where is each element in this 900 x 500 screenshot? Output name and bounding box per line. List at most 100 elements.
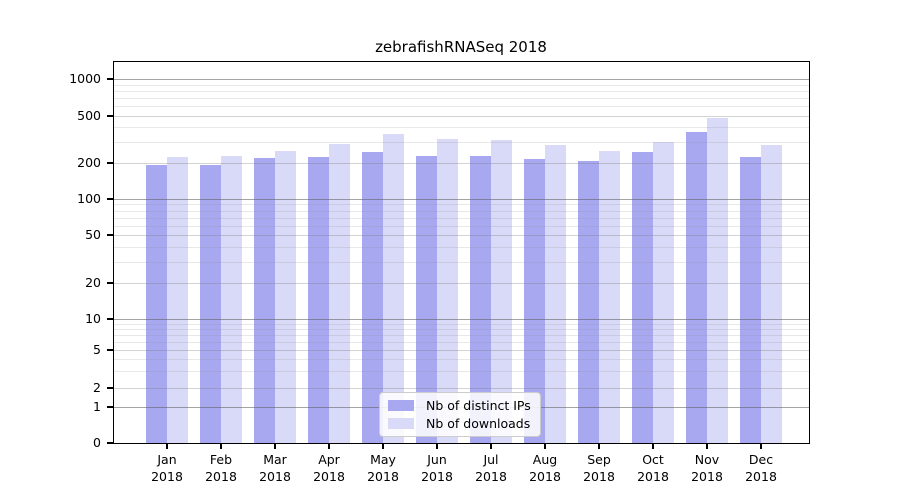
x-tick-label-jan: Jan 2018 (139, 451, 195, 485)
x-tick-mark-jul (490, 444, 492, 449)
x-tick-label-apr: Apr 2018 (301, 451, 357, 485)
bar-ips-aug (524, 159, 545, 444)
x-tick-mark-nov (706, 444, 708, 449)
minor-gridline-9 (113, 323, 810, 325)
y-tick-mark-1000 (107, 78, 113, 80)
bar-downloads-jul (491, 139, 512, 444)
x-tick-mark-may (382, 444, 384, 449)
y-tick-label-20: 20 (85, 275, 101, 290)
x-tick-mark-feb (220, 444, 222, 449)
y-tick-label-10: 10 (85, 311, 101, 326)
x-tick-mark-aug (544, 444, 546, 449)
y-tick-mark-1 (107, 406, 113, 408)
legend: Nb of distinct IPs Nb of downloads (379, 392, 541, 437)
x-tick-label-jul: Jul 2018 (463, 451, 519, 485)
gridline-2 (113, 388, 810, 389)
y-tick-label-5: 5 (93, 342, 101, 357)
x-tick-label-oct: Oct 2018 (625, 451, 681, 485)
bar-ips-mar (254, 157, 275, 444)
x-tick-mark-dec (760, 444, 762, 449)
minor-gridline-8 (113, 328, 810, 330)
bar-downloads-apr (329, 143, 350, 444)
minor-gridline-70 (113, 217, 810, 219)
x-tick-mark-apr (328, 444, 330, 449)
y-tick-mark-0 (107, 442, 113, 444)
year-text: 2018 (313, 469, 345, 484)
bar-downloads-dec (761, 145, 782, 444)
bar-downloads-sep (599, 150, 620, 444)
chart-title: zebrafishRNASeq 2018 (375, 38, 547, 56)
bar-downloads-feb (221, 155, 242, 444)
y-tick-mark-20 (107, 282, 113, 284)
month-text: Apr (318, 452, 340, 467)
minor-gridline-30 (113, 261, 810, 263)
bar-ips-jul (470, 156, 491, 444)
month-text: Oct (642, 452, 664, 467)
gridline-500 (113, 116, 810, 117)
year-text: 2018 (259, 469, 291, 484)
gridline-200 (113, 163, 810, 164)
bar-ips-feb (200, 164, 221, 444)
year-text: 2018 (205, 469, 237, 484)
year-text: 2018 (583, 469, 615, 484)
x-tick-label-dec: Dec 2018 (733, 451, 789, 485)
y-tick-mark-10 (107, 318, 113, 320)
month-text: Mar (263, 452, 287, 467)
gridline-20 (113, 283, 810, 284)
x-tick-label-jun: Jun 2018 (409, 451, 465, 485)
gridline-50 (113, 235, 810, 236)
gridline-1000 (113, 79, 810, 80)
downloads-swatch-icon (388, 418, 414, 429)
legend-label-ips: Nb of distinct IPs (426, 398, 531, 413)
bar-downloads-oct (653, 141, 674, 444)
bar-downloads-aug (545, 145, 566, 444)
minor-gridline-80 (113, 210, 810, 212)
ips-swatch-icon (388, 400, 414, 411)
month-text: Jul (483, 452, 499, 467)
x-tick-label-aug: Aug 2018 (517, 451, 573, 485)
year-text: 2018 (637, 469, 669, 484)
y-tick-mark-5 (107, 349, 113, 351)
x-tick-label-may: May 2018 (355, 451, 411, 485)
gridline-5 (113, 350, 810, 351)
year-text: 2018 (421, 469, 453, 484)
x-tick-mark-oct (652, 444, 654, 449)
minor-gridline-60 (113, 225, 810, 227)
minor-gridline-400 (113, 127, 810, 129)
x-tick-label-sep: Sep 2018 (571, 451, 627, 485)
gridline-100 (113, 199, 810, 200)
y-tick-label-1: 1 (93, 399, 101, 414)
bar-ips-oct (632, 152, 653, 444)
year-text: 2018 (367, 469, 399, 484)
bar-ips-sep (578, 161, 599, 444)
x-tick-mark-mar (274, 444, 276, 449)
minor-gridline-7 (113, 334, 810, 336)
plot-area: Nb of distinct IPs Nb of downloads (113, 61, 810, 444)
gridline-10 (113, 319, 810, 320)
minor-gridline-90 (113, 204, 810, 206)
minor-gridline-600 (113, 106, 810, 108)
bars-layer (113, 61, 810, 444)
y-tick-mark-500 (107, 115, 113, 117)
y-tick-mark-50 (107, 234, 113, 236)
month-text: May (370, 452, 396, 467)
grid-layer (113, 61, 810, 444)
bar-ips-may (362, 152, 383, 444)
year-text: 2018 (529, 469, 561, 484)
y-tick-label-500: 500 (77, 108, 101, 123)
bar-ips-nov (686, 131, 707, 444)
year-text: 2018 (691, 469, 723, 484)
bar-ips-jun (416, 156, 437, 444)
month-text: Aug (532, 452, 558, 467)
year-text: 2018 (745, 469, 777, 484)
minor-gridline-300 (113, 142, 810, 144)
month-text: Jan (157, 452, 177, 467)
x-tick-label-nov: Nov 2018 (679, 451, 735, 485)
bar-downloads-mar (275, 150, 296, 444)
year-text: 2018 (475, 469, 507, 484)
legend-entry-distinct-ips: Nb of distinct IPs (388, 398, 531, 413)
y-tick-label-2: 2 (93, 380, 101, 395)
legend-entry-downloads: Nb of downloads (388, 416, 531, 431)
bar-downloads-jun (437, 139, 458, 444)
x-tick-mark-jun (436, 444, 438, 449)
